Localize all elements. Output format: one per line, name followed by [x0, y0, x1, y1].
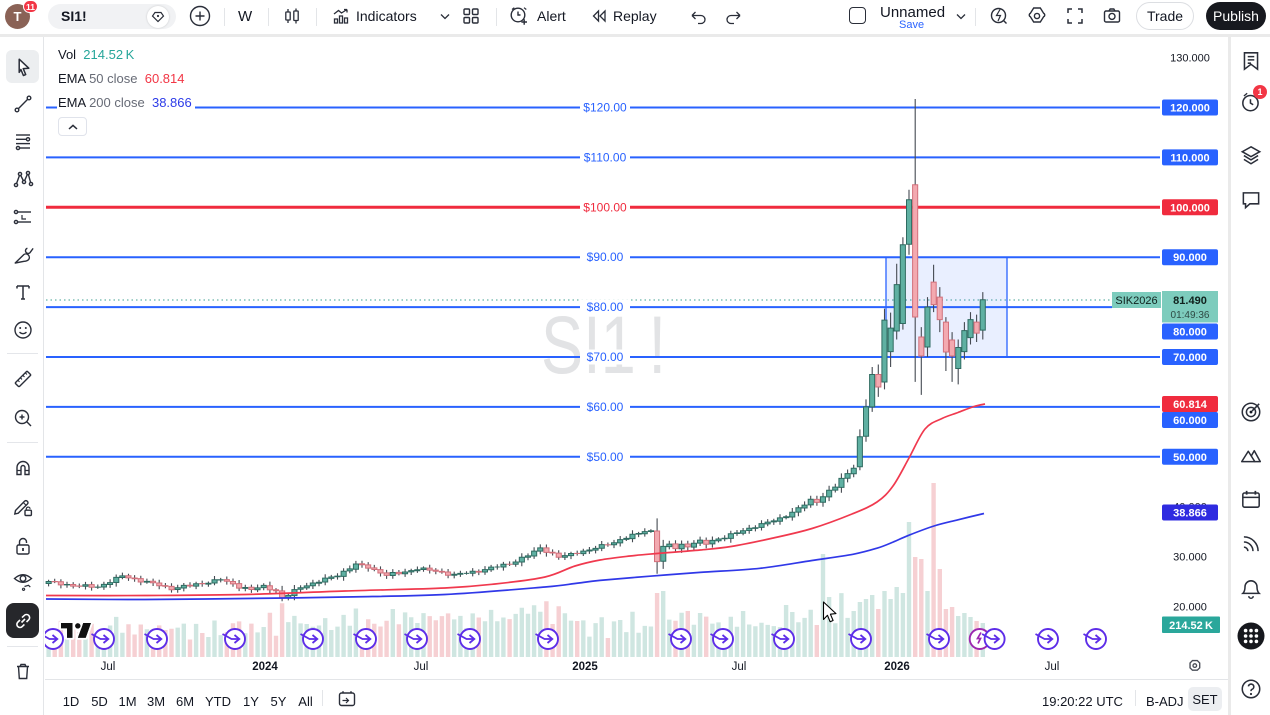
svg-text:60.814: 60.814 — [1173, 399, 1208, 411]
svg-text:Jul: Jul — [732, 661, 747, 673]
svg-text:$90.00: $90.00 — [587, 250, 624, 264]
svg-text:$60.00: $60.00 — [587, 400, 624, 414]
svg-text:$120.00: $120.00 — [583, 101, 627, 115]
svg-text:$50.00: $50.00 — [587, 450, 624, 464]
svg-text:2026: 2026 — [884, 661, 910, 673]
svg-text:$110.00: $110.00 — [584, 150, 627, 164]
svg-text:38.866: 38.866 — [1173, 508, 1207, 520]
svg-text:110.000: 110.000 — [1170, 152, 1209, 164]
svg-text:81.490: 81.490 — [1173, 295, 1207, 307]
svg-text:130.000: 130.000 — [1170, 53, 1210, 65]
svg-text:214.52 K: 214.52 K — [1169, 620, 1213, 632]
svg-text:30.000: 30.000 — [1173, 552, 1207, 564]
svg-text:50.000: 50.000 — [1173, 452, 1207, 464]
svg-text:120.000: 120.000 — [1170, 103, 1210, 115]
svg-text:70.000: 70.000 — [1173, 352, 1207, 364]
svg-text:Jul: Jul — [101, 661, 116, 673]
svg-text:Jul: Jul — [1045, 661, 1060, 673]
svg-text:80.000: 80.000 — [1173, 327, 1207, 339]
svg-text:$80.00: $80.00 — [587, 300, 624, 314]
svg-text:100.000: 100.000 — [1170, 202, 1210, 214]
svg-text:2024: 2024 — [252, 661, 278, 673]
svg-text:SIK2026: SIK2026 — [1115, 295, 1157, 307]
svg-text:20.000: 20.000 — [1173, 602, 1207, 614]
svg-text:Jul: Jul — [414, 661, 429, 673]
svg-text:01:49:36: 01:49:36 — [1171, 310, 1210, 321]
svg-text:90.000: 90.000 — [1173, 252, 1207, 264]
svg-text:$100.00: $100.00 — [583, 200, 627, 214]
svg-text:60.000: 60.000 — [1173, 415, 1207, 427]
svg-text:2025: 2025 — [572, 661, 598, 673]
svg-text:$70.00: $70.00 — [587, 350, 624, 364]
svg-text:SI1 !: SI1 ! — [541, 300, 666, 391]
